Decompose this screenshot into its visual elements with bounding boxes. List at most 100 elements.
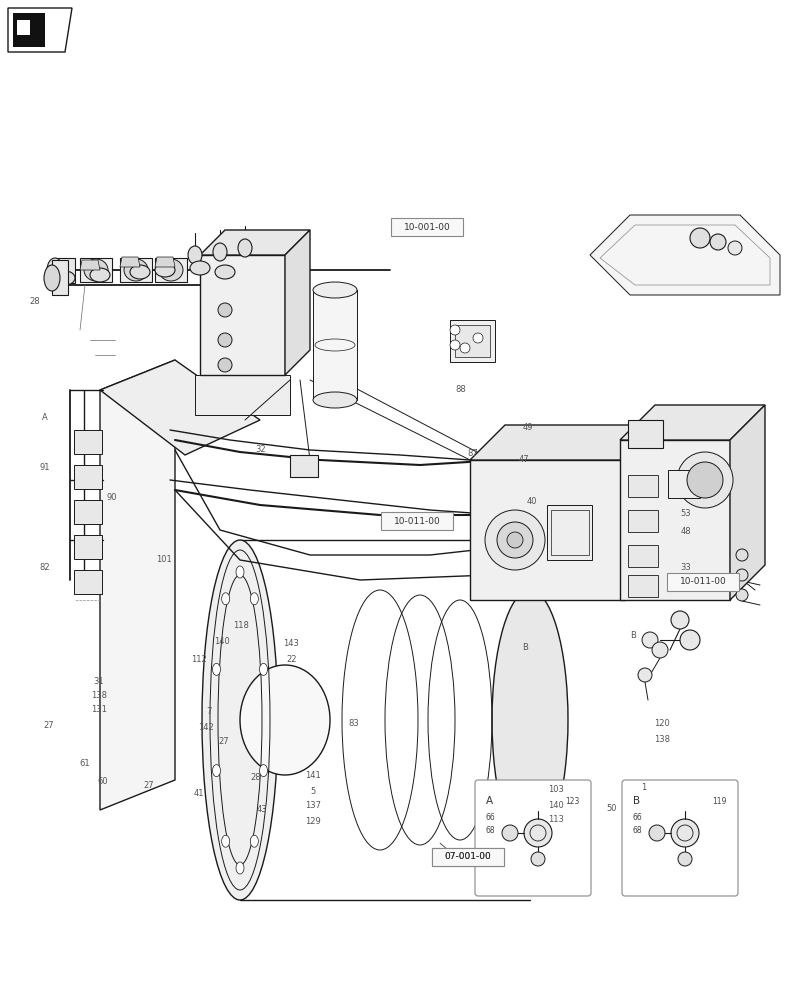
Text: 10-011-00: 10-011-00 [393,516,440,526]
Text: 41: 41 [194,788,204,797]
Ellipse shape [215,265,234,279]
Circle shape [449,325,460,335]
Text: 28: 28 [29,298,41,306]
Ellipse shape [250,835,258,847]
Bar [74,430,102,454]
Text: 53: 53 [680,508,691,518]
Circle shape [709,234,725,250]
Circle shape [501,825,517,841]
Text: 101: 101 [156,556,172,564]
Text: 113: 113 [547,815,564,824]
Text: 07-001-00: 07-001-00 [444,852,491,861]
Text: 31: 31 [93,676,105,686]
Circle shape [523,819,551,847]
Polygon shape [80,258,112,282]
Text: 112: 112 [191,654,207,664]
Text: 68: 68 [633,826,642,835]
Circle shape [637,668,651,682]
Ellipse shape [188,246,202,264]
Ellipse shape [236,862,243,874]
Polygon shape [13,13,45,47]
Polygon shape [624,425,659,600]
Text: 91: 91 [40,464,49,473]
Text: 138: 138 [91,690,107,700]
Ellipse shape [240,665,329,775]
Ellipse shape [236,566,243,578]
Bar [74,535,102,559]
Circle shape [648,825,664,841]
Text: 103: 103 [547,784,564,793]
Ellipse shape [260,765,267,777]
Bar [449,320,495,362]
Text: 66: 66 [486,813,496,822]
Polygon shape [200,255,285,375]
Circle shape [735,549,747,561]
Polygon shape [80,260,100,270]
Text: 07-001-00: 07-001-00 [444,852,491,861]
Circle shape [460,343,470,353]
Text: 83: 83 [348,718,359,727]
Polygon shape [17,20,30,35]
Text: B: B [629,632,636,640]
Text: 120: 120 [653,719,669,728]
Circle shape [677,852,691,866]
Text: 33: 33 [680,562,691,572]
Bar [627,575,657,597]
Text: 7: 7 [206,708,211,716]
Text: 10-001-00: 10-001-00 [403,223,450,232]
Text: 60: 60 [97,778,108,786]
FancyBboxPatch shape [380,512,453,530]
Ellipse shape [190,261,210,275]
Text: 123: 123 [565,796,579,805]
Text: 27: 27 [217,737,229,746]
Text: 1: 1 [641,782,646,791]
Circle shape [670,611,689,629]
Polygon shape [100,360,175,810]
Text: 87: 87 [466,448,478,458]
FancyBboxPatch shape [666,573,738,591]
Ellipse shape [159,259,182,281]
Bar [627,420,663,448]
Polygon shape [200,230,310,255]
Ellipse shape [55,271,75,285]
Ellipse shape [202,540,277,900]
Ellipse shape [44,265,60,291]
Text: 40: 40 [526,497,536,506]
Text: 27: 27 [43,721,54,730]
Bar [454,325,489,357]
Ellipse shape [212,663,221,675]
Circle shape [735,569,747,581]
Text: 140: 140 [213,636,230,646]
Ellipse shape [90,268,109,282]
Circle shape [530,852,544,866]
Text: 32: 32 [255,446,266,454]
Text: 129: 129 [304,817,320,826]
Circle shape [473,333,483,343]
Bar [551,510,588,555]
Bar [74,570,102,594]
Text: 47: 47 [517,454,529,464]
Polygon shape [470,425,659,460]
FancyBboxPatch shape [474,780,590,896]
Text: 43: 43 [255,805,267,814]
Text: 10-011-00: 10-011-00 [679,578,726,586]
Text: 49: 49 [522,422,532,432]
Circle shape [484,510,544,570]
FancyBboxPatch shape [391,218,462,236]
Text: B: B [521,644,528,652]
Polygon shape [285,230,310,375]
Bar [547,505,591,560]
Ellipse shape [250,593,258,605]
Polygon shape [120,257,139,267]
Circle shape [496,522,532,558]
Text: 90: 90 [107,492,117,502]
Text: 137: 137 [304,801,320,810]
Ellipse shape [217,333,232,347]
Ellipse shape [221,835,230,847]
Bar [312,290,357,400]
FancyBboxPatch shape [431,848,504,866]
Bar [74,500,102,524]
Circle shape [689,228,709,248]
Ellipse shape [212,765,221,777]
Text: 66: 66 [633,813,642,822]
